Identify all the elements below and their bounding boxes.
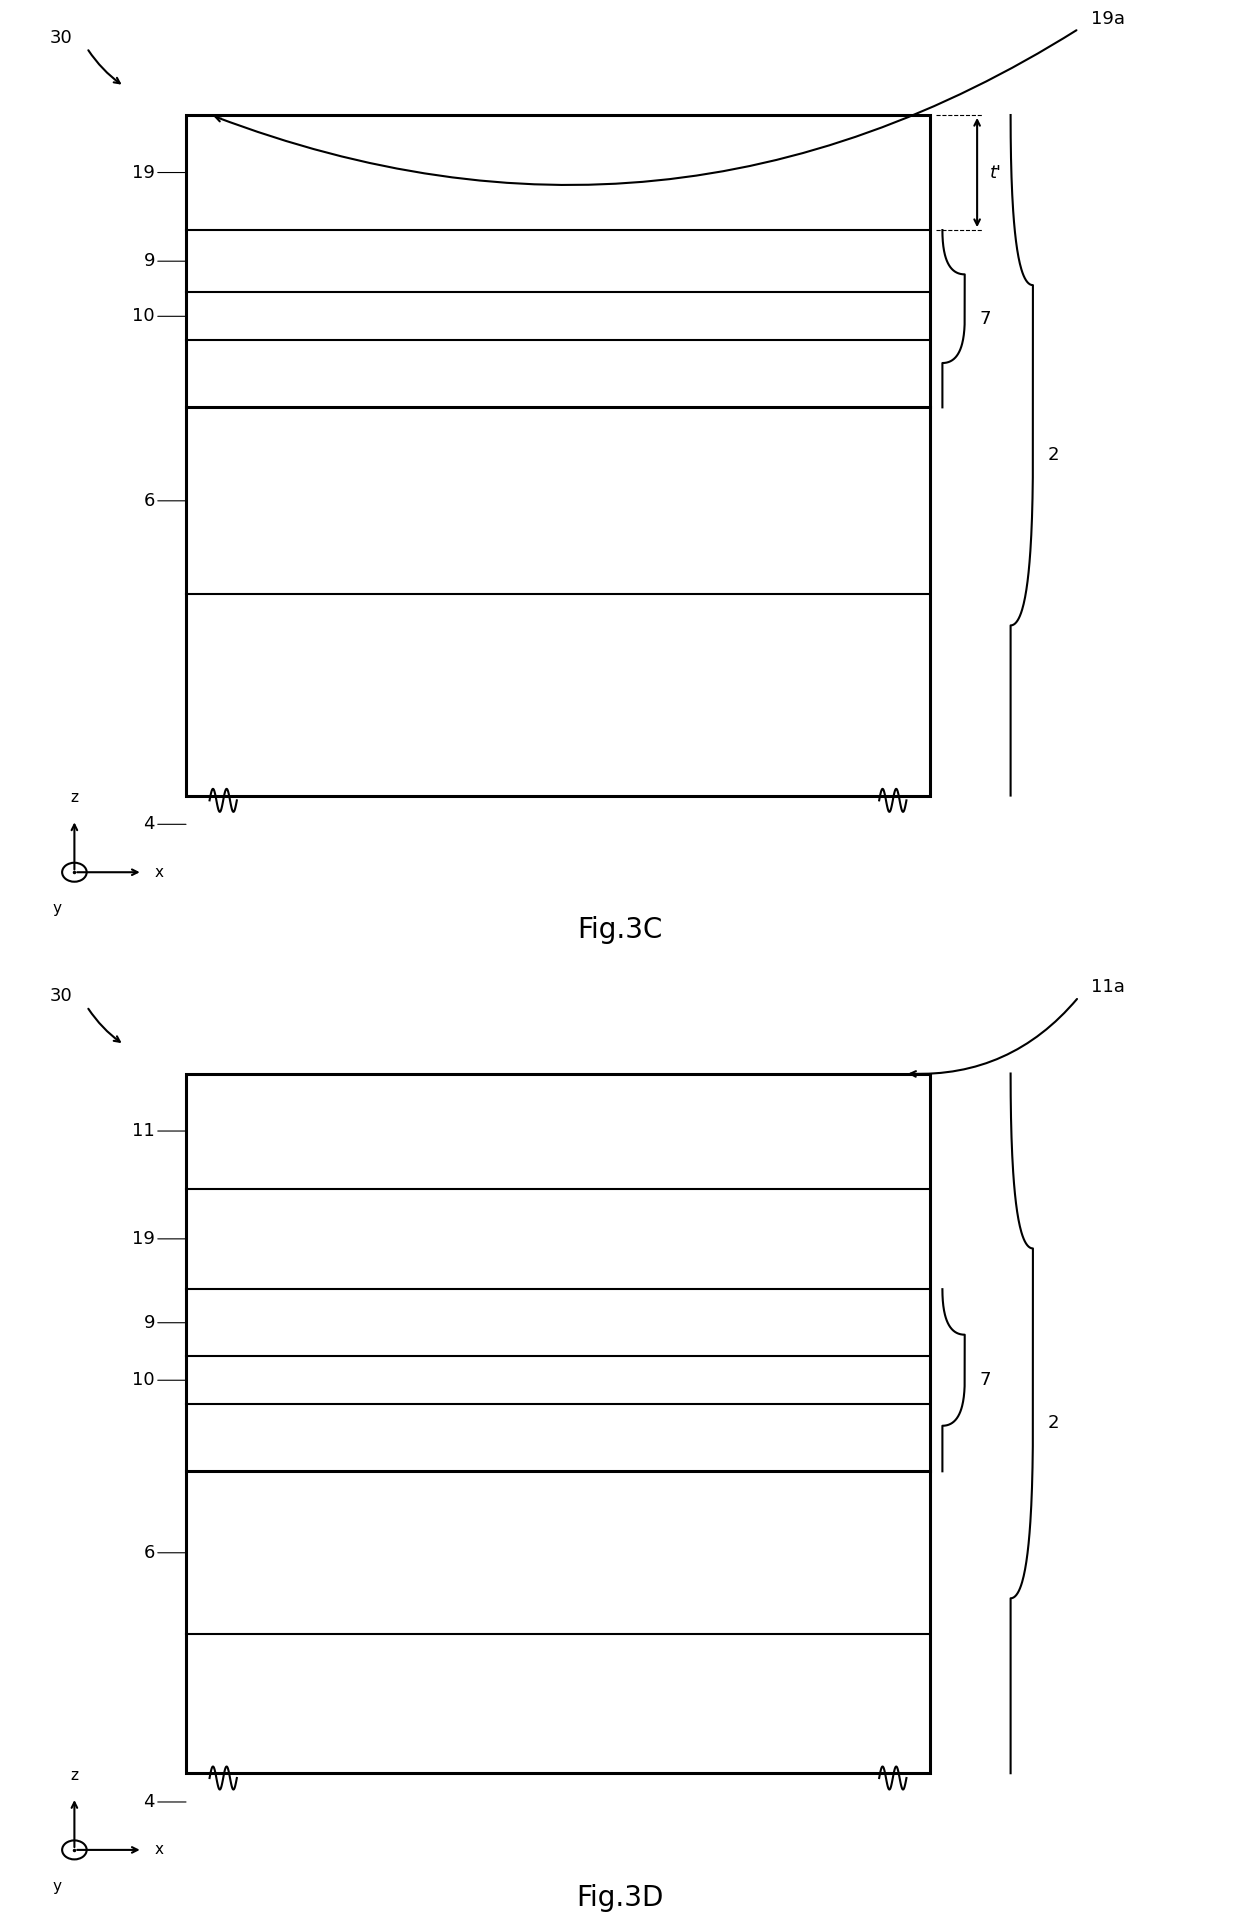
Bar xyxy=(186,115,930,796)
Text: 7: 7 xyxy=(980,311,991,328)
Text: 19: 19 xyxy=(133,163,186,182)
Text: 9: 9 xyxy=(144,1313,186,1332)
Text: 19: 19 xyxy=(133,1231,186,1248)
Bar xyxy=(186,1074,930,1773)
Text: y: y xyxy=(53,901,62,916)
Text: Fig.3D: Fig.3D xyxy=(577,1884,663,1911)
Text: 10: 10 xyxy=(133,307,186,326)
Text: 9: 9 xyxy=(144,253,186,270)
Text: x: x xyxy=(155,1842,164,1858)
Text: 4: 4 xyxy=(144,815,186,834)
Text: z: z xyxy=(71,1767,78,1783)
Text: t': t' xyxy=(990,163,1002,182)
Text: 10: 10 xyxy=(133,1371,186,1390)
Text: 30: 30 xyxy=(50,29,72,46)
Text: 19a: 19a xyxy=(1091,10,1125,29)
Text: 4: 4 xyxy=(144,1792,186,1812)
Text: Fig.3C: Fig.3C xyxy=(578,916,662,943)
Text: 2: 2 xyxy=(1048,447,1059,464)
Text: 6: 6 xyxy=(144,493,186,510)
Text: 7: 7 xyxy=(980,1371,991,1390)
Text: z: z xyxy=(71,790,78,805)
Text: y: y xyxy=(53,1879,62,1894)
Text: 11: 11 xyxy=(133,1121,186,1141)
Text: 11a: 11a xyxy=(1091,978,1125,997)
Text: 2: 2 xyxy=(1048,1415,1059,1432)
Text: 30: 30 xyxy=(50,987,72,1005)
Text: x: x xyxy=(155,865,164,880)
Text: 6: 6 xyxy=(144,1543,186,1562)
